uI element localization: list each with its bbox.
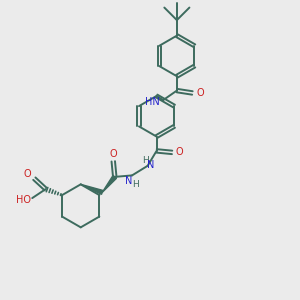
Text: H: H (142, 156, 149, 165)
Polygon shape (102, 176, 116, 192)
Text: N: N (147, 160, 154, 170)
Text: O: O (24, 169, 32, 179)
Text: N: N (125, 176, 133, 186)
Text: H: H (132, 180, 138, 189)
Text: O: O (196, 88, 204, 98)
Polygon shape (81, 184, 103, 194)
Text: O: O (176, 147, 183, 158)
Text: O: O (110, 149, 117, 159)
Text: HO: HO (16, 196, 32, 206)
Text: HN: HN (145, 97, 160, 106)
